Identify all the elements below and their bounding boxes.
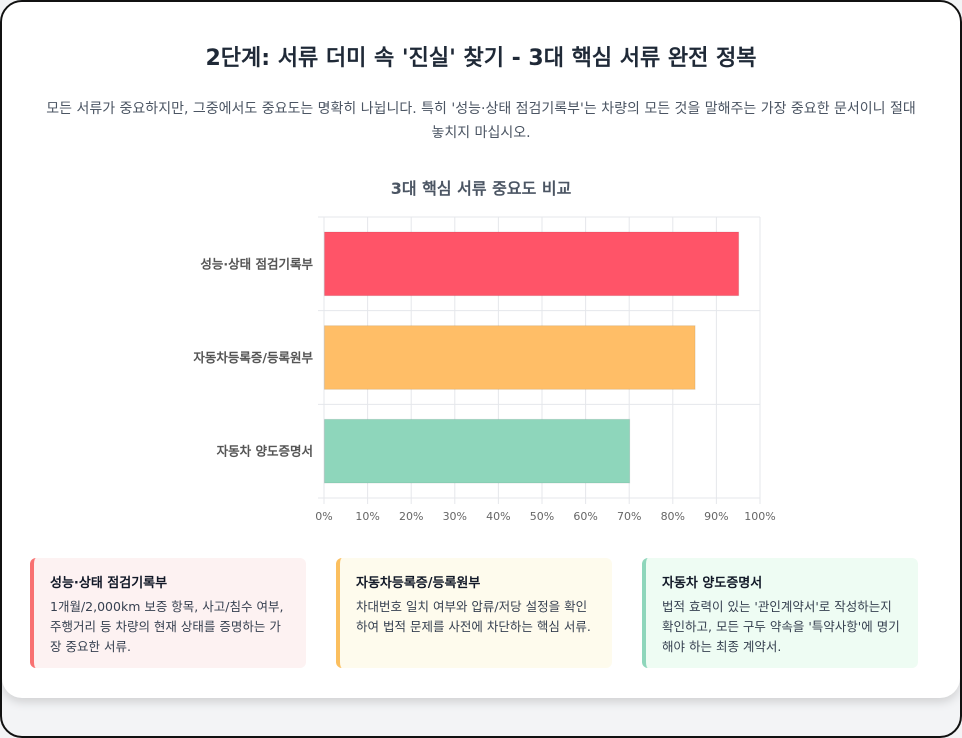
x-tick-label: 50% bbox=[530, 510, 554, 523]
x-tick-label: 60% bbox=[573, 510, 597, 523]
info-card-text: 1개월/2,000km 보증 항목, 사고/침수 여부, 주행거리 등 차량의 … bbox=[50, 599, 284, 654]
chart-title: 3대 핵심 서류 중요도 비교 bbox=[390, 179, 572, 198]
x-tick-label: 90% bbox=[704, 510, 728, 523]
x-tick-label: 10% bbox=[355, 510, 379, 523]
info-card-text: 차대번호 일치 여부와 압류/저당 설정을 확인하여 법적 문제를 사전에 차단… bbox=[356, 599, 591, 634]
y-category-label: 자동차 양도증명서 bbox=[217, 444, 313, 459]
info-card-registration: 자동차등록증/등록원부 차대번호 일치 여부와 압류/저당 설정을 확인하여 법… bbox=[336, 558, 612, 668]
info-card-text: 법적 효력이 있는 '관인계약서'로 작성하는지 확인하고, 모든 구두 약속을… bbox=[662, 599, 900, 654]
x-tick-label: 100% bbox=[744, 510, 775, 523]
importance-bar-chart: 0% 10% 20% 30% 40% 50% 60% 70% 80% 90% 100% 성능·상태 점… bbox=[193, 216, 776, 523]
info-card-performance-record: 성능·상태 점검기록부 1개월/2,000km 보증 항목, 사고/침수 여부,… bbox=[30, 558, 306, 668]
x-tick-label: 40% bbox=[486, 510, 510, 523]
page-title: 2단계: 서류 더미 속 '진실' 찾기 - 3대 핵심 서류 완전 정복 bbox=[205, 46, 757, 71]
x-tick-label: 80% bbox=[661, 510, 685, 523]
info-card-title: 자동차 양도증명서 bbox=[662, 576, 763, 591]
x-tick-label: 0% bbox=[315, 510, 332, 523]
info-card-transfer-certificate: 자동차 양도증명서 법적 효력이 있는 '관인계약서'로 작성하는지 확인하고,… bbox=[642, 558, 918, 668]
bar-1 bbox=[324, 231, 740, 297]
x-tick-label: 70% bbox=[617, 510, 641, 523]
content-card: 2단계: 서류 더미 속 '진실' 찾기 - 3대 핵심 서류 완전 정복 모든… bbox=[2, 2, 960, 698]
info-card-title: 성능·상태 점검기록부 bbox=[50, 576, 168, 591]
bar-3 bbox=[324, 418, 631, 484]
page-subtitle: 모든 서류가 중요하지만, 그중에서도 중요도는 명확히 나뉩니다. 특히 '성… bbox=[46, 101, 916, 141]
y-category-label: 성능·상태 점검기록부 bbox=[200, 256, 313, 271]
y-category-label: 자동차등록증/등록원부 bbox=[193, 350, 313, 365]
x-tick-label: 20% bbox=[399, 510, 423, 523]
info-card-title: 자동차등록증/등록원부 bbox=[356, 576, 481, 591]
bar-2 bbox=[324, 325, 696, 390]
x-tick-label: 30% bbox=[443, 510, 467, 523]
